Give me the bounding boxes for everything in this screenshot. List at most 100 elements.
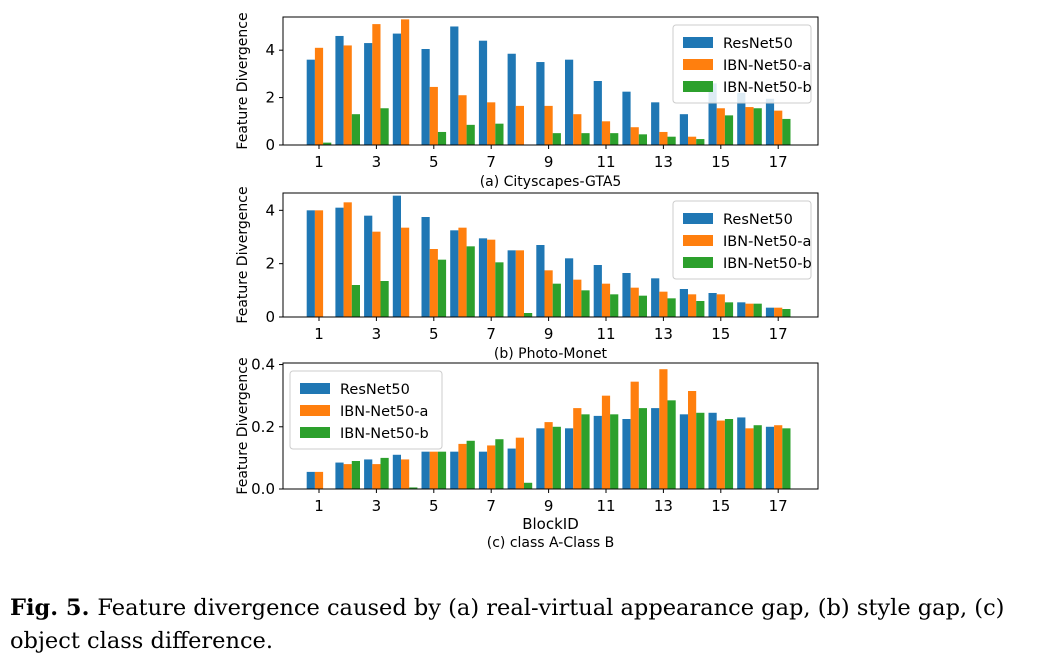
legend-label-2-3: IBN-Net50-b [723,256,812,272]
bar-1-s2-b16 [745,107,754,145]
bar-2-s3-b10 [581,290,590,317]
bar-1-s3-b7 [495,123,504,145]
bar-2-s2-b13 [659,291,668,317]
bar-3-s1-b13 [651,408,660,489]
bar-3-s1-b3 [364,459,373,489]
bar-3-s3-b7 [495,439,504,489]
bar-1-s1-b6 [450,26,459,146]
bar-3-s3-b9 [552,426,561,489]
legend-swatch-2-3 [683,257,713,268]
bar-1-s1-b3 [364,43,373,145]
x-tick-label-1-3: 3 [372,153,382,171]
bar-2-s3-b3 [380,281,389,317]
bar-2-s3-b14 [696,301,705,317]
x-tick-label-2-17: 17 [769,325,788,343]
bar-3-s1-b1 [306,471,315,489]
legend-label-3-2: IBN-Net50-a [340,404,428,420]
legend-label-1-3: IBN-Net50-b [723,80,812,96]
bar-3-s1-b11 [593,415,602,489]
x-tick-label-1-5: 5 [429,153,439,171]
bar-2-s1-b11 [593,265,602,317]
bar-2-s3-b16 [753,303,762,317]
bar-1-s3-b17 [782,118,791,145]
bar-2-s3-b17 [782,309,791,317]
bar-1-s2-b12 [630,127,639,145]
y-tick-label-2-2: 2 [265,255,275,273]
bar-1-s3-b10 [581,133,590,145]
bar-1-s2-b9 [544,105,553,145]
x-axis-label-3: BlockID [522,515,579,533]
bar-1-s1-b2 [335,35,344,145]
x-tick-label-2-15: 15 [711,325,730,343]
legend-label-1-2: IBN-Net50-a [723,58,811,74]
bar-2-s3-b15 [724,302,734,317]
bar-3-s3-b3 [380,457,389,489]
bar-3-s2-b4 [401,459,410,489]
bar-2-s1-b15 [708,293,717,317]
x-tick-label-1-7: 7 [486,153,496,171]
bar-3-s3-b12 [638,408,647,489]
bar-2-s3-b11 [610,294,619,317]
bar-3-s3-b2 [351,461,360,489]
legend-label-3-1: ResNet50 [340,382,410,398]
x-tick-label-1-15: 15 [711,153,730,171]
bar-2-s3-b5 [437,259,447,317]
bar-2-s1-b13 [651,278,660,317]
bar-2-s2-b15 [716,294,725,317]
x-tick-label-3-7: 7 [486,497,496,515]
x-tick-label-3-13: 13 [654,497,673,515]
bar-2-s2-b14 [688,294,697,317]
bar-3-s3-b14 [696,412,705,489]
bar-1-s1-b5 [421,49,430,145]
bar-2-s2-b16 [745,303,754,317]
y-tick-label-2-4: 4 [265,201,275,219]
bar-3-s3-b8 [524,482,533,489]
bar-3-s1-b10 [565,428,574,489]
bar-1-s2-b13 [659,131,668,145]
x-tick-label-3-15: 15 [711,497,730,515]
bar-3-s1-b6 [450,451,459,489]
bar-2-s1-b5 [421,217,430,317]
bar-2-s2-b6 [458,227,467,317]
bar-3-s1-b17 [765,426,775,489]
bar-3-s2-b2 [343,464,352,489]
x-tick-label-2-1: 1 [314,325,324,343]
bar-3-s3-b6 [466,440,475,489]
legend-swatch-3-1 [300,383,330,394]
x-tick-label-2-11: 11 [596,325,615,343]
bar-2-s1-b2 [335,207,344,317]
bar-3-s2-b16 [745,428,754,489]
caption-text: Feature divergence caused by (a) real-vi… [10,595,1005,654]
y-axis-label-1: Feature Divergence [235,12,251,149]
legend-swatch-2-2 [683,235,713,246]
x-tick-label-3-3: 3 [372,497,382,515]
bar-3-s2-b6 [458,443,467,489]
bar-3-s3-b16 [753,425,762,489]
bar-1-s2-b4 [401,19,410,145]
chart-title-3: (c) class A-Class B [487,535,614,551]
bar-1-s2-b2 [343,45,352,145]
bar-2-s1-b3 [364,215,373,317]
bar-1-s3-b6 [466,124,475,145]
bar-3-s1-b8 [507,448,516,489]
bar-1-s3-b12 [638,134,647,145]
x-tick-label-2-13: 13 [654,325,673,343]
bar-3-s2-b12 [630,381,639,489]
x-tick-label-1-9: 9 [544,153,554,171]
bar-1-s3-b3 [380,108,389,145]
bar-1-s1-b1 [306,59,315,145]
bar-3-s3-b11 [610,414,619,489]
bar-2-s3-b2 [351,285,360,317]
x-tick-label-3-9: 9 [544,497,554,515]
bar-2-s1-b4 [392,195,401,317]
bar-1-s3-b14 [696,139,705,145]
bar-2-s2-b12 [630,287,639,317]
bar-2-s3-b9 [552,283,561,317]
y-tick-label-1-2: 2 [265,89,275,107]
bar-3-s3-b4 [409,487,418,489]
bar-2-s2-b10 [573,279,582,317]
bar-2-s1-b7 [478,238,488,317]
y-axis-label-2: Feature Divergence [235,186,251,323]
bar-1-s2-b15 [716,108,725,145]
